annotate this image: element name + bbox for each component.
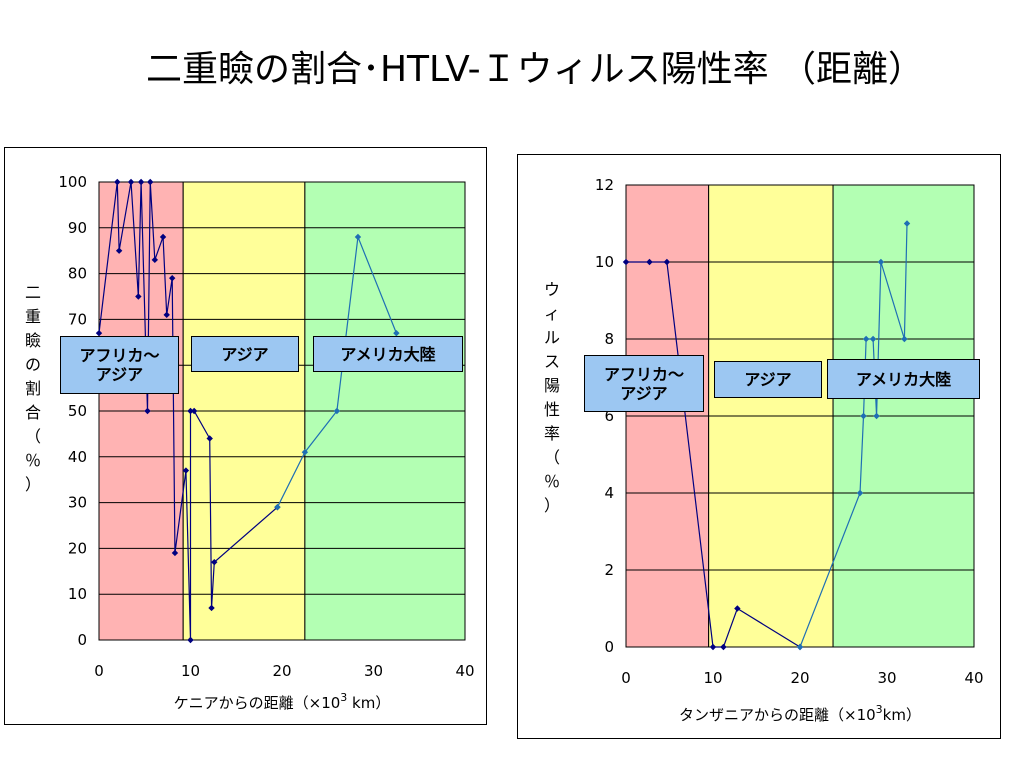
data-point xyxy=(211,558,218,566)
data-point xyxy=(182,467,190,474)
region-label-2: アメリカ大陸 xyxy=(313,336,463,372)
data-point xyxy=(646,258,653,266)
y-axis-label: ウィルス陽性率（％） xyxy=(544,280,560,515)
y-tick-label: 10 xyxy=(68,585,87,603)
x-tick-label: 20 xyxy=(272,662,291,680)
data-point xyxy=(903,220,911,227)
data-point xyxy=(709,643,717,651)
region-label-1: アジア xyxy=(191,336,299,372)
x-tick-label: 0 xyxy=(94,662,104,680)
y-tick-label: 8 xyxy=(604,330,614,348)
data-point xyxy=(135,293,142,300)
x-tick-label: 10 xyxy=(181,662,200,680)
y-tick-label: 0 xyxy=(604,638,614,656)
y-tick-label: 40 xyxy=(68,448,87,466)
data-point xyxy=(856,489,864,497)
data-point xyxy=(393,329,400,337)
y-tick-label: 2 xyxy=(604,561,614,579)
y-axis-label: 二重瞼の割合（％） xyxy=(25,283,41,494)
data-point xyxy=(159,233,167,241)
chart-right: 0 2 4 6 8 10 12 0 10 20 30 40 タンザニアからの距離（×103km） ウィルス… xyxy=(517,154,1001,739)
region-label-1: アジア xyxy=(714,361,822,398)
data-point xyxy=(720,643,727,651)
region-label-0: アフリカ～ アジア xyxy=(584,355,704,412)
y-tick-label: 80 xyxy=(68,265,87,283)
x-axis-label: ケニアからの距離（×103 km） xyxy=(174,691,391,712)
data-point xyxy=(901,335,908,343)
plot-area-border xyxy=(98,181,466,641)
y-tick-label: 70 xyxy=(68,310,87,328)
data-point xyxy=(301,449,309,456)
slide-title: 二重瞼の割合･HTLV-Ｉウィルス陽性率 （距離） xyxy=(145,49,925,90)
x-tick-label: 30 xyxy=(364,662,383,680)
y-tick-label: 6 xyxy=(604,407,614,425)
x-axis-label: タンザニアからの距離（×103km） xyxy=(679,703,921,724)
x-tick-label: 40 xyxy=(964,669,983,687)
y-tick-label: 10 xyxy=(595,253,614,271)
chart-left-svg: 0102030405060708090100010203040ケニアからの距離（… xyxy=(25,173,475,712)
region-label-2: アメリカ大陸 xyxy=(827,359,980,399)
y-tick-label: 20 xyxy=(68,539,87,557)
x-tick-label: 20 xyxy=(790,669,809,687)
data-point xyxy=(151,256,159,264)
data-point xyxy=(171,549,179,557)
data-point xyxy=(144,407,151,415)
data-point xyxy=(860,412,867,420)
data-point xyxy=(622,258,630,266)
y-tick-label: 0 xyxy=(77,631,87,649)
data-point xyxy=(663,258,671,266)
data-point xyxy=(206,435,213,442)
y-tick-label: 100 xyxy=(58,173,87,191)
data-point xyxy=(796,643,804,651)
data-point xyxy=(734,605,741,612)
data-point xyxy=(137,178,145,186)
data-point xyxy=(187,636,194,644)
y-tick-label: 90 xyxy=(68,219,87,237)
chart-left: 0102030405060708090100010203040ケニアからの距離（… xyxy=(4,147,487,725)
data-point xyxy=(163,311,170,319)
data-point xyxy=(333,407,341,415)
data-point xyxy=(115,247,123,254)
x-tick-label: 0 xyxy=(621,669,631,687)
data-point xyxy=(190,407,198,415)
x-tick-label: 30 xyxy=(877,669,896,687)
data-point xyxy=(95,329,103,337)
region-label-0: アフリカ～ アジア xyxy=(60,336,179,394)
data-point xyxy=(862,335,870,343)
x-tick-label: 40 xyxy=(455,662,474,680)
y-tick-label: 4 xyxy=(604,484,614,502)
data-point xyxy=(274,503,281,511)
data-point xyxy=(354,233,362,241)
data-point xyxy=(169,274,176,282)
x-tick-label: 10 xyxy=(703,669,722,687)
chart-right-svg: 0 2 4 6 8 10 12 0 10 20 30 40 タンザニアからの距離（×103km） ウィルス… xyxy=(544,176,984,724)
y-tick-label: 50 xyxy=(68,402,87,420)
y-tick-label: 12 xyxy=(595,176,614,194)
y-tick-label: 30 xyxy=(68,494,87,512)
data-point xyxy=(187,407,194,415)
